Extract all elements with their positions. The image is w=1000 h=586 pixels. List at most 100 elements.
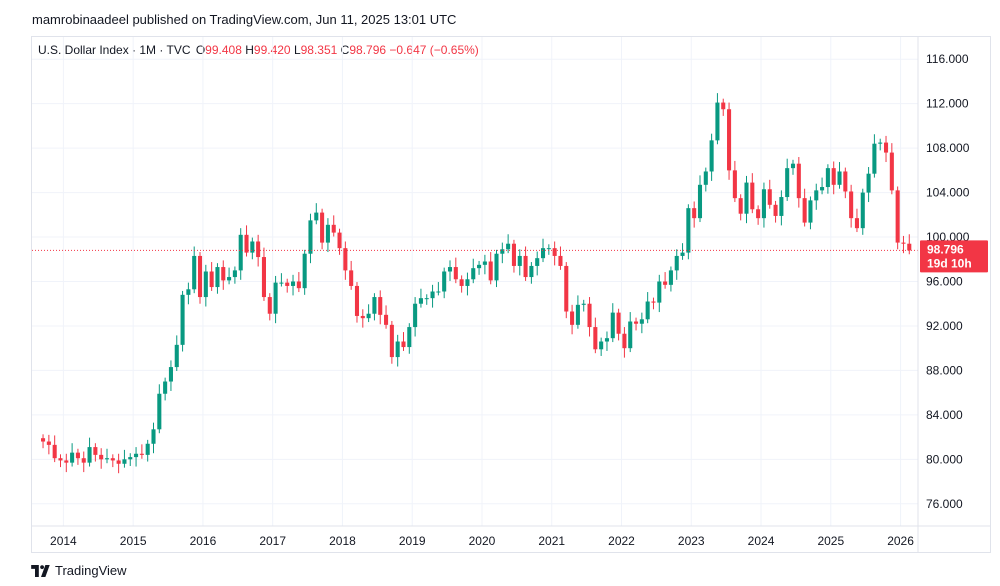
candle-body bbox=[697, 184, 703, 219]
candle-body bbox=[715, 102, 720, 141]
candle-body bbox=[81, 458, 86, 463]
candle-body bbox=[738, 198, 743, 214]
y-tick-label: 84.000 bbox=[926, 408, 963, 422]
candle-body bbox=[75, 452, 80, 459]
candle-body bbox=[831, 168, 836, 185]
tradingview-logo-icon bbox=[31, 564, 50, 577]
candle-body bbox=[639, 319, 644, 324]
candle-body bbox=[820, 187, 825, 191]
candle-body bbox=[320, 212, 325, 243]
candle-body bbox=[651, 301, 656, 303]
candle-body bbox=[494, 253, 499, 281]
candle-body bbox=[785, 168, 790, 198]
close-value: 98.796 bbox=[349, 43, 387, 57]
candle-body bbox=[500, 249, 505, 254]
candle-body bbox=[506, 243, 511, 250]
y-tick-label: 112.000 bbox=[926, 97, 969, 111]
candle-body bbox=[215, 267, 220, 288]
candle-body bbox=[523, 255, 528, 278]
candle-body bbox=[46, 441, 51, 445]
candle-body bbox=[907, 243, 912, 251]
y-tick-label: 76.000 bbox=[926, 497, 963, 511]
candle-body bbox=[401, 341, 406, 348]
candle-body bbox=[878, 142, 883, 144]
candle-body bbox=[814, 190, 819, 201]
candle-body bbox=[761, 189, 766, 219]
candle-body bbox=[709, 140, 714, 172]
candle-body bbox=[145, 443, 150, 455]
candle-body bbox=[558, 255, 563, 266]
y-tick-label: 92.000 bbox=[926, 319, 963, 333]
candle-body bbox=[325, 224, 330, 243]
footer-brand[interactable]: TradingView bbox=[55, 563, 127, 578]
candle-body bbox=[395, 341, 400, 358]
y-tick-label: 108.000 bbox=[926, 141, 970, 155]
candle-body bbox=[459, 279, 464, 286]
candle-body bbox=[308, 220, 313, 254]
x-tick-label: 2016 bbox=[190, 534, 217, 548]
candle-body bbox=[825, 168, 830, 188]
candle-body bbox=[843, 171, 848, 192]
candle-body bbox=[354, 285, 360, 316]
candle-body bbox=[104, 458, 110, 460]
high-label: H bbox=[245, 43, 254, 57]
candle-body bbox=[442, 271, 447, 292]
candle-body bbox=[517, 255, 522, 266]
candle-body bbox=[343, 248, 348, 271]
candles bbox=[41, 93, 912, 474]
candle-body bbox=[58, 458, 63, 461]
candle-body bbox=[727, 109, 732, 171]
candle-body bbox=[616, 312, 621, 334]
candle-body bbox=[599, 341, 604, 350]
candle-body bbox=[511, 243, 516, 266]
candle-body bbox=[686, 208, 691, 253]
candle-body bbox=[756, 209, 761, 219]
candle-body bbox=[732, 170, 737, 199]
candle-body bbox=[267, 297, 272, 314]
candle-body bbox=[314, 212, 319, 221]
candle-body bbox=[116, 460, 121, 464]
candle-body bbox=[790, 163, 796, 169]
candle-body bbox=[628, 321, 633, 349]
x-tick-label: 2025 bbox=[817, 534, 844, 548]
candle-body bbox=[860, 192, 865, 229]
candle-body bbox=[535, 258, 540, 266]
candle-body bbox=[471, 268, 476, 280]
candle-body bbox=[581, 303, 586, 305]
candle-body bbox=[360, 315, 365, 319]
candle-body bbox=[151, 429, 156, 444]
symbol-name[interactable]: U.S. Dollar Index · 1M · TVC bbox=[38, 43, 191, 57]
candle-body bbox=[128, 457, 133, 460]
candle-body bbox=[465, 279, 470, 286]
candle-body bbox=[645, 301, 650, 320]
candle-body bbox=[883, 142, 889, 153]
price-tag-box bbox=[920, 240, 988, 273]
x-tick-label: 2015 bbox=[120, 534, 147, 548]
price-tag-countdown: 19d 10h bbox=[927, 256, 972, 270]
x-tick-label: 2014 bbox=[50, 534, 77, 548]
candle-body bbox=[93, 447, 98, 455]
candle-body bbox=[750, 182, 755, 210]
candle-body bbox=[692, 208, 697, 219]
candle-body bbox=[430, 291, 435, 299]
candle-body bbox=[610, 312, 615, 339]
candle-body bbox=[767, 189, 772, 205]
candle-body bbox=[895, 190, 900, 243]
candle-body bbox=[99, 454, 104, 460]
candle-body bbox=[285, 282, 290, 286]
candle-body bbox=[256, 241, 261, 258]
candle-body bbox=[197, 255, 203, 298]
candle-body bbox=[593, 327, 598, 350]
candle-body bbox=[337, 232, 342, 249]
x-tick-label: 2023 bbox=[678, 534, 705, 548]
candle-body bbox=[209, 271, 214, 288]
candle-body bbox=[261, 257, 266, 298]
open-label: O bbox=[195, 43, 206, 57]
candle-body bbox=[52, 444, 57, 459]
candle-body bbox=[837, 171, 842, 185]
candle-body bbox=[273, 282, 278, 314]
candle-body bbox=[157, 393, 162, 430]
candle-body bbox=[546, 248, 551, 250]
